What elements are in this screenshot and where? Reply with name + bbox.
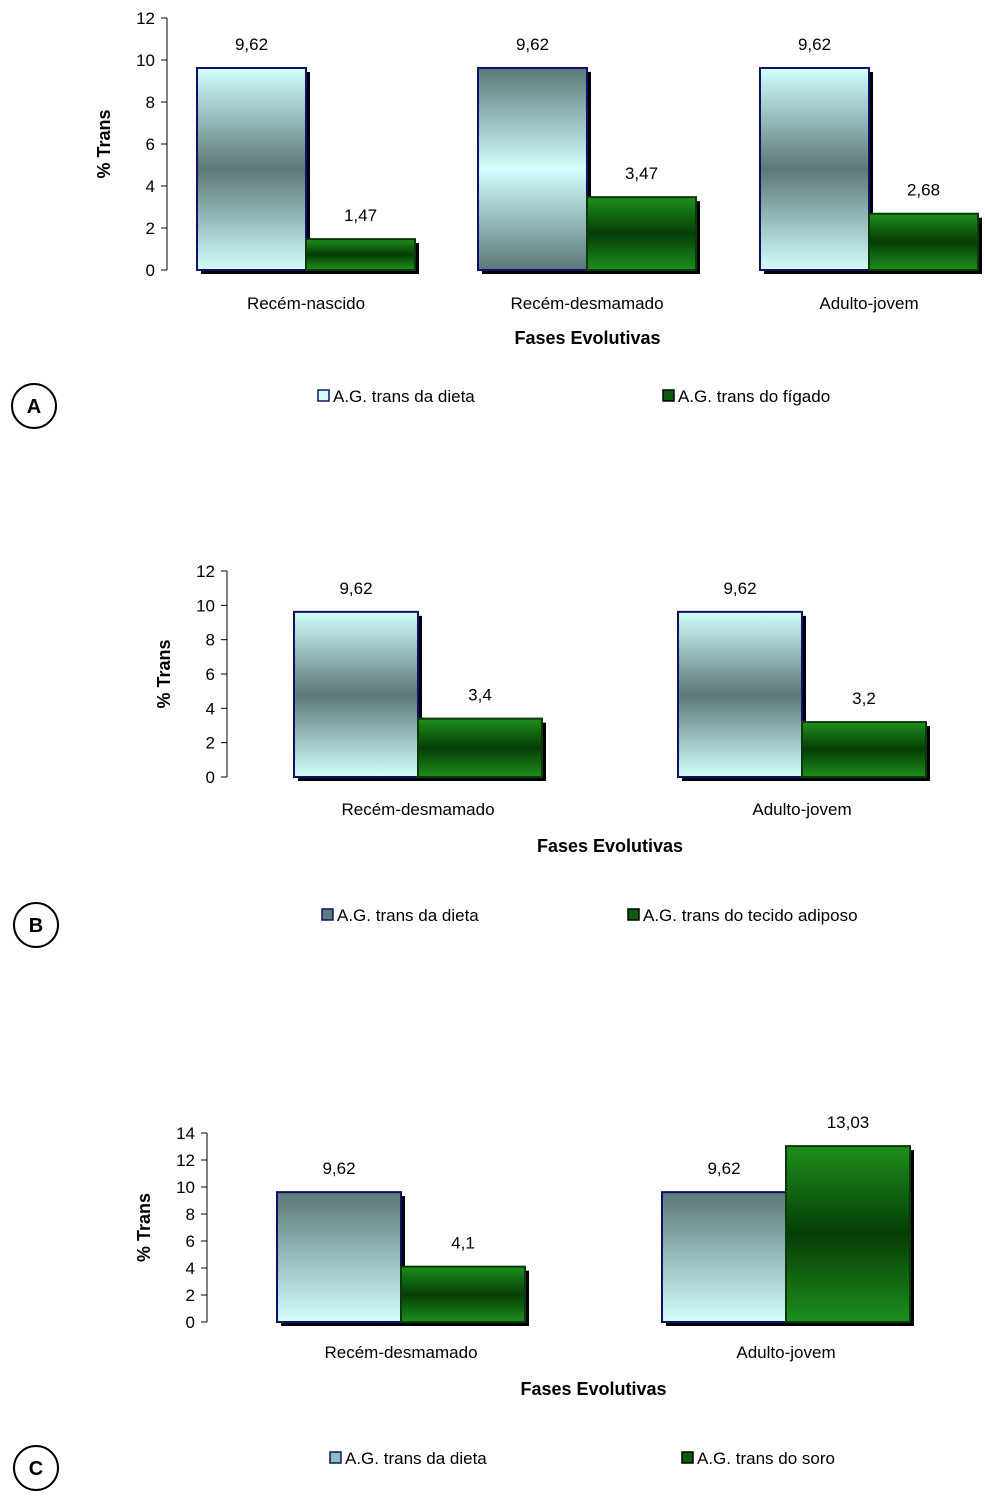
y-tick-label: 6 [146,135,155,154]
panel-a: 0 2 4 6 8 10 12 9,62 1,47 Recém-nascido 9,62 3,47 Re… [11,9,982,429]
y-tick-label: 10 [196,596,215,615]
y-tick-label: 4 [206,699,215,718]
y-tick-label: 8 [146,93,155,112]
y-tick-label: 0 [206,768,215,787]
legend-swatch [329,1451,342,1464]
data-label: 3,2 [852,689,876,708]
data-label: 9,62 [516,35,549,54]
panel-letter: A [27,396,41,418]
legend-swatch [662,389,675,402]
panel-b: 0 2 4 6 8 10 12 9,62 3,4 Recém-desmamado 9,62 3,2 Ad… [13,562,930,948]
y-axis-title: % Trans [94,109,114,178]
data-label: 4,1 [451,1234,475,1253]
x-category-label: Recém-nascido [247,294,365,313]
y-tick-label: 4 [146,177,155,196]
x-category-label: Recém-desmamado [510,294,663,313]
legend-label: A.G. trans do tecido adiposo [643,906,858,925]
bar-diet [196,66,307,272]
panel-c: 0 2 4 6 8 10 12 14 9,62 4,1 Recém-desmamado 9,62 13,… [13,1113,914,1491]
y-tick-label: 0 [186,1313,195,1332]
bar-tissue [801,721,927,778]
x-axis-title: Fases Evolutivas [520,1379,666,1399]
y-tick-label: 4 [186,1259,195,1278]
legend-swatch [321,908,334,921]
y-tick-label: 14 [176,1124,195,1143]
y-tick-label: 12 [196,562,215,581]
bar-tissue [785,1145,911,1323]
data-label: 13,03 [827,1113,870,1132]
bar-tissue [305,238,416,272]
y-tick-label: 2 [186,1286,195,1305]
data-label: 1,47 [344,206,377,225]
data-label: 3,47 [625,164,658,183]
y-tick-label: 6 [206,665,215,684]
data-label: 9,62 [723,579,756,598]
y-tick-label: 6 [186,1232,195,1251]
data-label: 9,62 [235,35,268,54]
data-label: 9,62 [707,1159,740,1178]
x-axis-title: Fases Evolutivas [537,836,683,856]
x-category-label: Recém-desmamado [341,800,494,819]
data-label: 3,4 [468,686,492,705]
data-label: 9,62 [798,35,831,54]
y-tick-label: 8 [206,631,215,650]
bar-diet [293,610,419,779]
bar-diet [661,1191,787,1323]
bar-tissue [586,196,697,272]
legend-label: A.G. trans do soro [697,1449,835,1468]
x-axis-title: Fases Evolutivas [514,328,660,348]
y-axis-title: % Trans [134,1193,154,1262]
bar-diet [477,66,588,272]
panel-letter: B [29,915,43,937]
panel-letter-circle [11,383,57,429]
data-label: 2,68 [907,181,940,200]
bar-diet [276,1191,402,1323]
panel-letter-circle [13,1445,59,1491]
x-category-label: Adulto-jovem [752,800,851,819]
y-tick-label: 12 [136,9,155,28]
y-tick-label: 12 [176,1151,195,1170]
legend-label: A.G. trans da dieta [337,906,479,925]
bar-tissue [868,212,979,271]
legend-label: A.G. trans da dieta [345,1449,487,1468]
y-tick-label: 10 [176,1178,195,1197]
y-tick-label: 10 [136,51,155,70]
y-tick-label: 0 [146,261,155,280]
bar-tissue [417,717,543,779]
y-axis-title: % Trans [154,639,174,708]
bar-diet [677,610,803,779]
panel-letter: C [29,1458,43,1480]
x-category-label: Recém-desmamado [324,1343,477,1362]
x-category-label: Adulto-jovem [736,1343,835,1362]
data-label: 9,62 [322,1159,355,1178]
legend-swatch [317,389,330,402]
panel-letter-circle [13,902,59,948]
y-tick-label: 8 [186,1205,195,1224]
legend-label: A.G. trans da dieta [333,387,475,406]
y-tick-label: 2 [146,219,155,238]
legend-swatch [681,1451,694,1464]
data-label: 9,62 [339,579,372,598]
bar-tissue [400,1265,526,1324]
legend-swatch [627,908,640,921]
y-tick-label: 2 [206,734,215,753]
legend-label: A.G. trans do fígado [678,387,830,406]
x-category-label: Adulto-jovem [819,294,918,313]
bar-diet [759,66,870,272]
